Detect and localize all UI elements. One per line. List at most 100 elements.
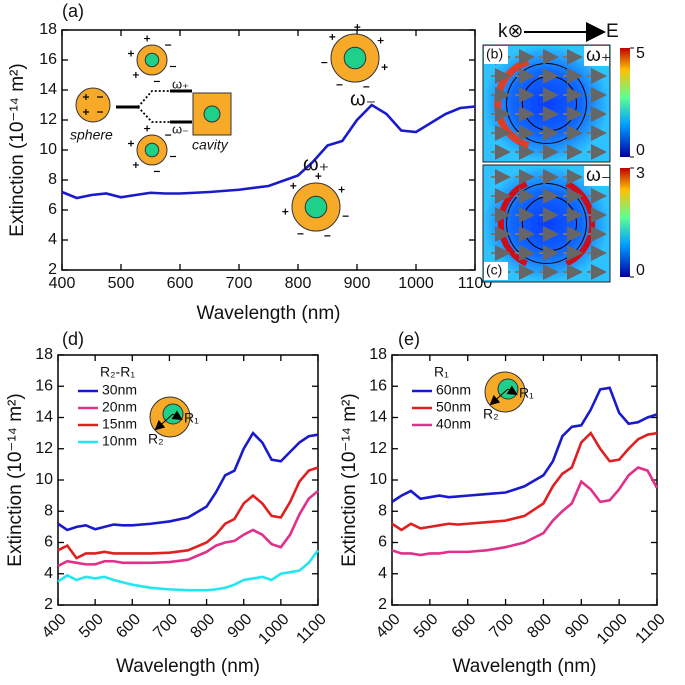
charge-sign (132, 71, 139, 78)
x-tick-label: 800 (285, 275, 312, 292)
panel-label: (e) (398, 329, 420, 349)
data-line (57, 431, 319, 532)
legend-label: 40nm (436, 416, 471, 432)
cavity-core (203, 105, 221, 123)
charge-sign (127, 140, 134, 147)
label-box (584, 46, 609, 66)
inset-label: R₂ (148, 431, 164, 447)
data-line (391, 431, 658, 532)
particle-core (304, 195, 328, 219)
inset-label: R₁ (519, 385, 534, 401)
y-tick-label: 10 (35, 471, 53, 488)
particle-core (144, 52, 160, 68)
x-tick-label: 700 (226, 275, 253, 292)
panel-label: (c) (486, 262, 502, 278)
y-tick-label: 8 (48, 171, 57, 188)
colorbar-tick-label: 5 (636, 45, 645, 62)
inset-label: R₂ (483, 406, 499, 422)
y-tick-label: 4 (44, 565, 53, 582)
level-links (137, 90, 170, 123)
legend-label: 60nm (436, 382, 471, 398)
panel-label: (d) (62, 329, 84, 349)
y-tick-label: 2 (44, 596, 53, 613)
inset-arrow (154, 413, 174, 431)
charge-sign (377, 37, 384, 44)
charge-sign (338, 186, 345, 193)
label-box (584, 166, 609, 186)
colorbar (620, 48, 630, 157)
x-tick-label: 500 (108, 275, 135, 292)
colorbar-tick-label: 3 (636, 165, 645, 182)
x-tick-label: 1000 (594, 611, 631, 648)
y-axis-label: Extinction (10⁻¹⁴ m²) (7, 63, 28, 236)
particle (75, 87, 111, 123)
y-tick-label: 16 (35, 377, 53, 394)
x-tick-label: 1100 (293, 611, 329, 647)
y-tick-label: 18 (369, 346, 387, 363)
x-tick-label: 700 (486, 611, 517, 642)
x-tick-label: 400 (373, 611, 404, 642)
x-tick-label: 1000 (398, 275, 434, 292)
y-tick-label: 14 (369, 409, 387, 426)
level-diagram (116, 89, 192, 124)
y-axis-label: Extinction (10⁻¹⁴ m²) (339, 393, 360, 566)
y-tick-label: 6 (378, 534, 387, 551)
y-tick-label: 18 (35, 346, 53, 363)
colorbar (620, 168, 630, 277)
charge-sign (132, 161, 139, 168)
x-tick-label: 500 (76, 611, 107, 642)
y-tick-label: 8 (378, 502, 387, 519)
mode-label: ω₊ (586, 45, 611, 66)
field-vector: E (606, 21, 619, 42)
data-line (57, 489, 319, 568)
legend-label: 30nm (102, 382, 137, 398)
legend-title: R₂-R₁ (100, 364, 135, 380)
inset-arrow (489, 388, 509, 406)
y-tick-label: 2 (48, 261, 57, 278)
y-tick-label: 16 (369, 377, 387, 394)
charge-sign (354, 24, 361, 31)
charge-sign (381, 64, 388, 71)
inset-arrow (506, 385, 518, 396)
wave-vector: k⊗ (498, 21, 523, 42)
y-tick-label: 2 (378, 596, 387, 613)
field-hotspot (494, 58, 530, 149)
x-tick-label: 600 (449, 611, 480, 642)
legend-title: R₁ (434, 364, 449, 380)
y-tick-label: 16 (39, 51, 57, 68)
plot-frame (57, 354, 319, 606)
panel-label: (a) (62, 1, 84, 21)
x-tick-label: 900 (225, 611, 256, 642)
data-line (391, 466, 659, 557)
colorbar-tick-label: 0 (636, 142, 645, 159)
annotation: cavity (192, 137, 229, 153)
y-tick-label: 6 (44, 534, 53, 551)
y-tick-label: 18 (39, 21, 57, 38)
label-box (484, 46, 508, 64)
x-tick-label: 400 (39, 611, 70, 642)
charge-sign (83, 94, 89, 100)
y-tick-label: 6 (48, 201, 57, 218)
legend-label: 50nm (436, 399, 471, 415)
annotation: ω₋ (172, 121, 189, 136)
annotation: ω₋ (350, 88, 376, 110)
x-axis-label: Wavelength (nm) (116, 656, 260, 677)
x-tick-label: 900 (344, 275, 371, 292)
charge-sign (290, 182, 297, 189)
mode-label: ω₋ (586, 165, 611, 186)
annotation: sphere (70, 127, 113, 143)
x-tick-label: 1000 (255, 611, 292, 648)
legend-label: 20nm (102, 399, 137, 415)
x-tick-label: 600 (113, 611, 144, 642)
legend-label: 10nm (102, 433, 137, 449)
charge-sign (83, 109, 89, 115)
y-tick-label: 12 (39, 111, 57, 128)
x-tick-label: 400 (49, 275, 76, 292)
y-tick-label: 12 (35, 440, 53, 457)
plot-frame (61, 29, 476, 271)
data-line (61, 103, 476, 200)
x-tick-label: 800 (524, 611, 555, 642)
data-line (57, 549, 320, 592)
x-axis-label: Wavelength (nm) (197, 303, 341, 324)
y-tick-label: 10 (39, 141, 57, 158)
